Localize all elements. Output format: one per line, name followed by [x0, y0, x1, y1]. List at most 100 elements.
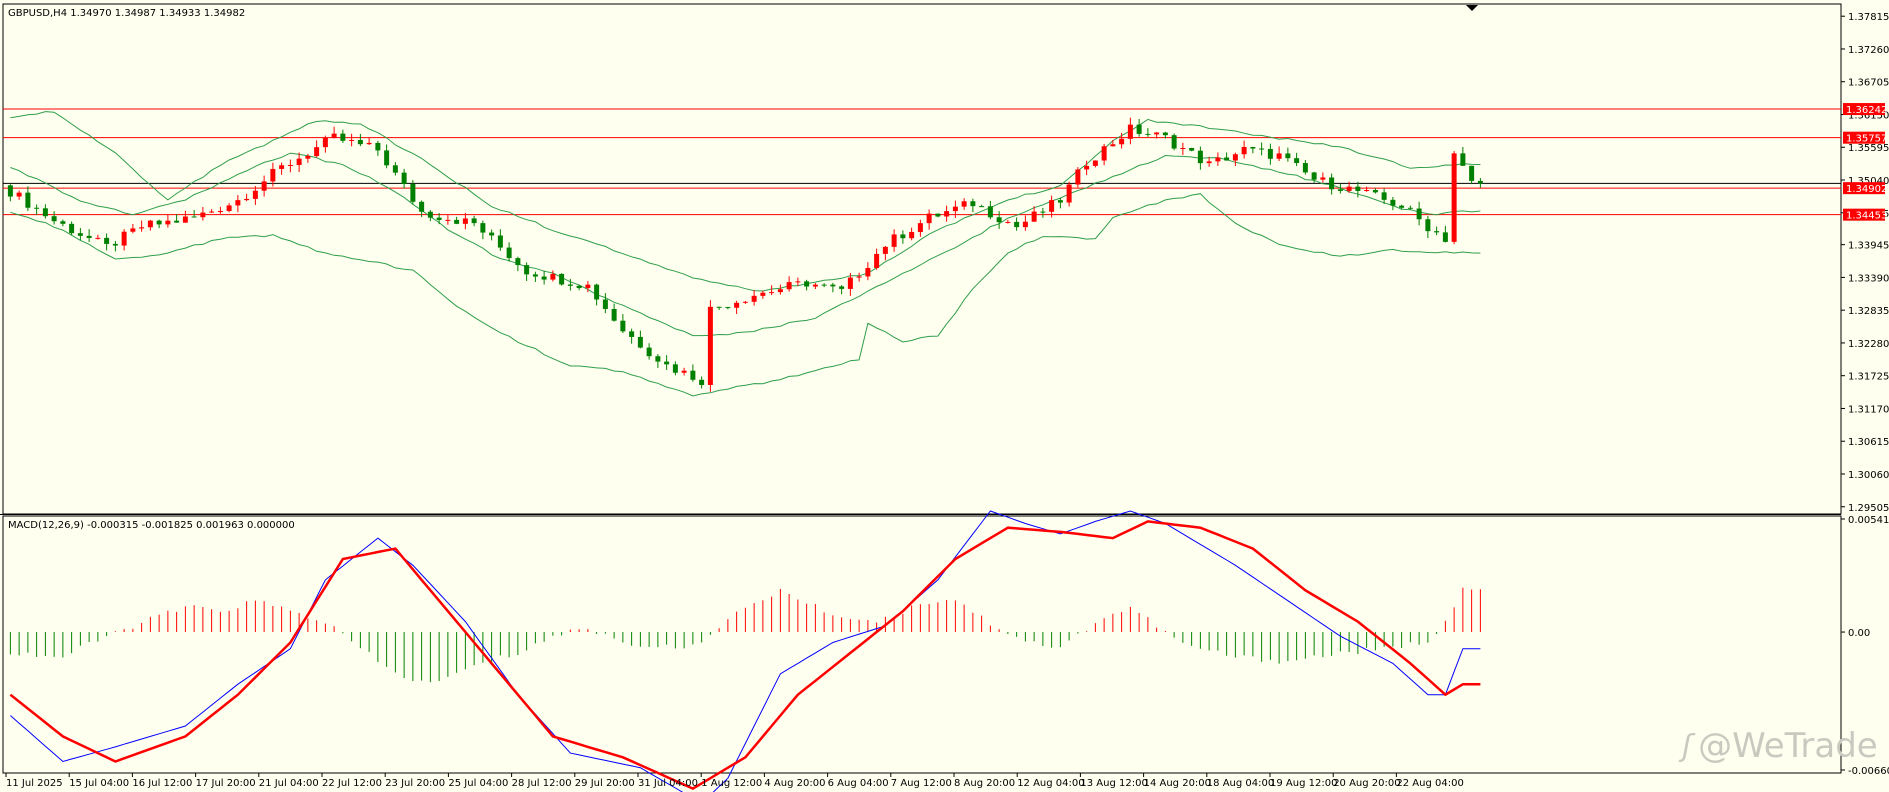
candle[interactable]	[532, 271, 538, 283]
candle[interactable]	[734, 300, 740, 314]
candle[interactable]	[1364, 186, 1370, 192]
candle[interactable]	[349, 133, 355, 147]
candle[interactable]	[944, 205, 950, 222]
candle[interactable]	[1399, 204, 1405, 210]
candle[interactable]	[384, 144, 390, 169]
candle[interactable]	[1014, 217, 1020, 231]
candle[interactable]	[445, 215, 451, 225]
candle[interactable]	[690, 364, 696, 382]
candle[interactable]	[1066, 181, 1072, 207]
candle[interactable]	[410, 180, 416, 205]
candle[interactable]	[235, 195, 241, 213]
candle[interactable]	[716, 306, 722, 311]
candle[interactable]	[550, 270, 556, 282]
candle[interactable]	[1171, 133, 1177, 151]
candle[interactable]	[1119, 132, 1125, 149]
candle[interactable]	[226, 203, 232, 213]
candle[interactable]	[559, 273, 565, 286]
candle[interactable]	[287, 159, 293, 173]
candle[interactable]	[1320, 172, 1326, 183]
candle[interactable]	[1241, 140, 1247, 159]
candle[interactable]	[1477, 177, 1483, 188]
candle[interactable]	[707, 300, 713, 392]
candle[interactable]	[1197, 146, 1203, 170]
candle[interactable]	[1232, 152, 1238, 167]
candle[interactable]	[331, 126, 337, 139]
candle[interactable]	[1022, 215, 1028, 231]
candle[interactable]	[742, 300, 748, 304]
candle[interactable]	[979, 204, 985, 208]
candle[interactable]	[121, 229, 127, 251]
candle[interactable]	[935, 213, 941, 218]
candle[interactable]	[454, 216, 460, 225]
candle[interactable]	[1425, 215, 1431, 239]
candle[interactable]	[681, 367, 687, 376]
candle[interactable]	[1005, 219, 1011, 224]
candle[interactable]	[419, 200, 425, 218]
candle[interactable]	[60, 219, 66, 227]
candle[interactable]	[1224, 152, 1230, 161]
candle[interactable]	[217, 206, 223, 214]
candle[interactable]	[1346, 181, 1352, 193]
candle[interactable]	[261, 175, 267, 197]
candle[interactable]	[804, 279, 810, 291]
candle[interactable]	[182, 210, 188, 223]
candle[interactable]	[34, 204, 40, 215]
candle[interactable]	[1434, 226, 1440, 236]
candle[interactable]	[480, 220, 486, 240]
candle[interactable]	[139, 220, 145, 232]
candle[interactable]	[882, 245, 888, 261]
candle[interactable]	[786, 276, 792, 292]
candle[interactable]	[760, 290, 766, 299]
candle[interactable]	[375, 140, 381, 156]
candle[interactable]	[1110, 139, 1116, 147]
candle[interactable]	[952, 200, 958, 218]
candle[interactable]	[69, 221, 75, 235]
candle[interactable]	[1267, 143, 1273, 165]
candle[interactable]	[191, 209, 197, 218]
candle[interactable]	[821, 283, 827, 288]
candle[interactable]	[1250, 146, 1256, 154]
candle[interactable]	[1101, 143, 1107, 166]
candle[interactable]	[655, 354, 661, 368]
candle[interactable]	[1442, 225, 1448, 243]
candle[interactable]	[77, 227, 83, 241]
candle[interactable]	[51, 211, 57, 225]
candle[interactable]	[874, 248, 880, 270]
candle[interactable]	[95, 234, 101, 240]
macd-indicator[interactable]	[9, 510, 1481, 792]
candle[interactable]	[1092, 160, 1098, 168]
candle[interactable]	[830, 282, 836, 293]
chart-shift-marker-icon[interactable]	[1466, 5, 1478, 11]
candle[interactable]	[270, 162, 276, 187]
price-chart[interactable]	[3, 108, 1841, 397]
candle[interactable]	[909, 227, 915, 241]
candle[interactable]	[401, 168, 407, 189]
candle[interactable]	[847, 272, 853, 296]
candle[interactable]	[489, 229, 495, 241]
candle[interactable]	[576, 284, 582, 291]
candle[interactable]	[1407, 205, 1413, 210]
candle[interactable]	[769, 285, 775, 296]
candle[interactable]	[672, 361, 678, 376]
candle[interactable]	[1460, 147, 1466, 166]
candle[interactable]	[366, 137, 372, 146]
candle[interactable]	[130, 223, 136, 234]
candle[interactable]	[970, 198, 976, 213]
candle[interactable]	[25, 186, 31, 211]
candle[interactable]	[1189, 147, 1195, 152]
candle[interactable]	[602, 293, 608, 314]
candle[interactable]	[165, 214, 171, 228]
candle[interactable]	[1154, 132, 1160, 139]
candle[interactable]	[900, 230, 906, 244]
candle[interactable]	[1451, 151, 1457, 245]
candle[interactable]	[42, 204, 48, 219]
candle[interactable]	[515, 256, 521, 272]
candle[interactable]	[917, 219, 923, 237]
candle[interactable]	[1285, 147, 1291, 162]
candle[interactable]	[664, 355, 670, 370]
candle[interactable]	[646, 343, 652, 360]
candle[interactable]	[524, 262, 530, 281]
candle[interactable]	[961, 198, 967, 210]
candle[interactable]	[1049, 195, 1055, 218]
